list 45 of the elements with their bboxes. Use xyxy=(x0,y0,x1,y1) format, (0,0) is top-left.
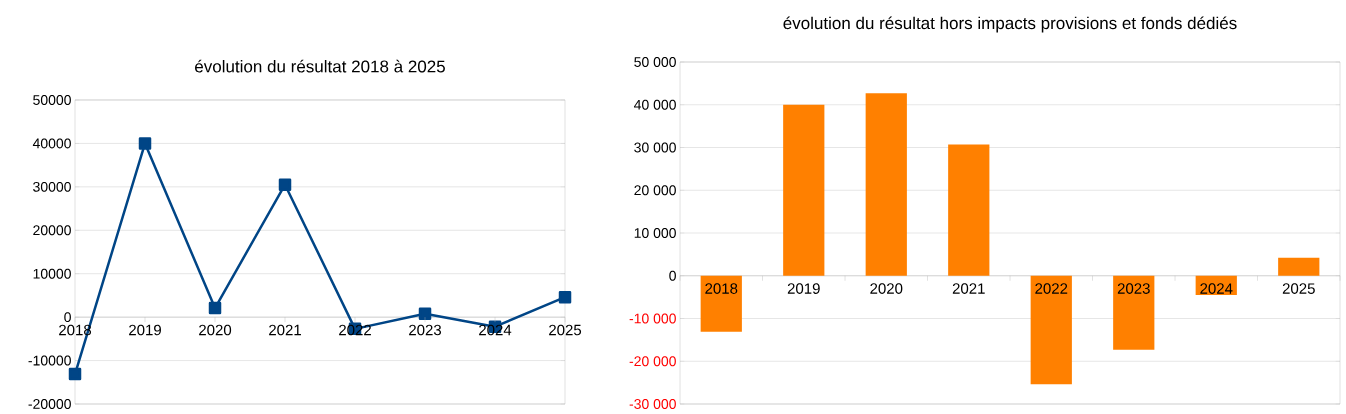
bar xyxy=(783,104,825,276)
y-tick-label: 0 xyxy=(64,312,71,323)
x-tick-label: 2020 xyxy=(870,283,903,294)
x-tick-label: 2024 xyxy=(1200,283,1233,294)
y-tick-label: 30 000 xyxy=(634,142,676,153)
y-tick-label: 0 xyxy=(669,270,676,281)
point xyxy=(558,290,572,304)
bar xyxy=(1030,275,1072,385)
y-tick-label: -10 000 xyxy=(629,313,676,324)
x-tick-label: 2019 xyxy=(787,283,820,294)
x-tick-label: 2025 xyxy=(1282,283,1315,294)
y-tick-label: 20 000 xyxy=(634,185,676,196)
y-tick-label: -20000 xyxy=(28,399,71,409)
point xyxy=(208,301,222,315)
y-tick-label: 10 000 xyxy=(634,228,676,238)
x-tick-label: 2019 xyxy=(129,324,161,336)
x-tick-label: 2025 xyxy=(549,324,582,336)
bar xyxy=(700,275,742,332)
x-tick-label: 2023 xyxy=(1117,283,1150,294)
bar xyxy=(865,93,907,276)
y-tick-label: 50000 xyxy=(33,95,71,105)
y-tick-label: 30000 xyxy=(33,181,71,192)
chart-title: évolution du résultat 2018 à 2025 xyxy=(195,59,445,73)
chart-title: évolution du résultat hors impacts provisions et fonds dédiés xyxy=(783,16,1237,33)
bar xyxy=(1113,275,1155,350)
y-tick-label: -10000 xyxy=(28,355,71,366)
y-tick-label: 20000 xyxy=(33,225,71,236)
point xyxy=(278,178,292,191)
y-tick-label: 50 000 xyxy=(634,57,676,67)
point xyxy=(138,137,152,150)
x-tick-label: 2021 xyxy=(269,324,301,336)
point xyxy=(68,367,82,381)
x-tick-label: 2018 xyxy=(705,283,738,294)
x-tick-label: 2020 xyxy=(199,324,232,336)
y-tick-label: 40 000 xyxy=(634,99,676,110)
y-tick-label: -20 000 xyxy=(629,356,676,367)
bar xyxy=(1278,257,1320,276)
x-tick-label: 2022 xyxy=(1035,283,1068,294)
x-tick-label: 2023 xyxy=(409,324,442,336)
x-tick-label: 2021 xyxy=(952,283,985,294)
y-tick-label: 40000 xyxy=(32,138,71,149)
y-tick-label: -30 000 xyxy=(629,399,676,409)
y-tick-label: 10000 xyxy=(33,268,71,279)
bar xyxy=(948,144,990,276)
point xyxy=(418,307,432,320)
